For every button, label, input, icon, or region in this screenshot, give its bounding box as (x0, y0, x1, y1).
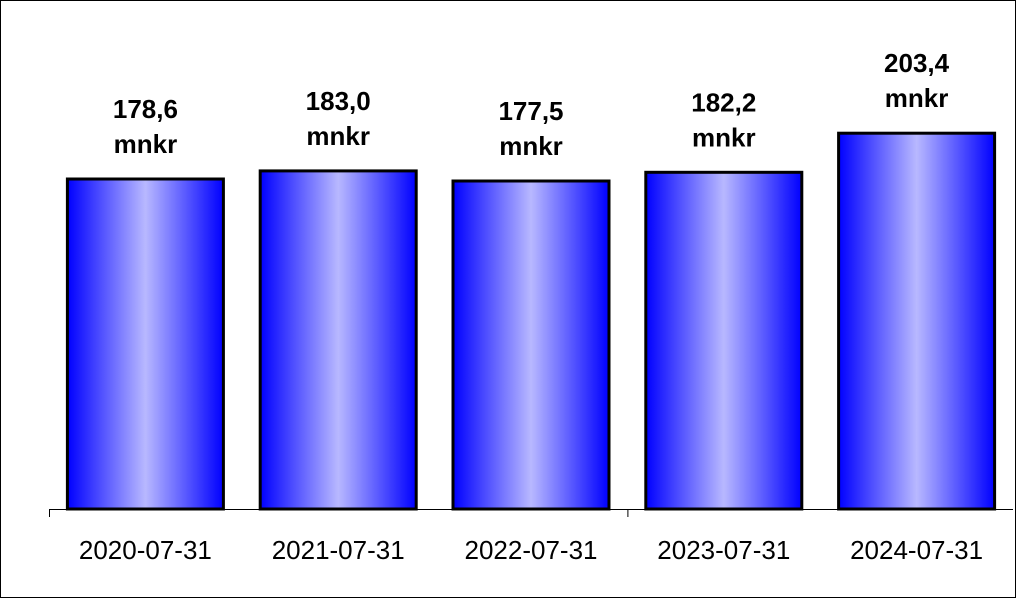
value-label-2021-07-31: 183,0 (306, 86, 371, 116)
unit-label-2023-07-31: mnkr (692, 122, 756, 152)
value-label-2020-07-31: 178,6 (113, 94, 178, 124)
x-tick-label-2022-07-31: 2022-07-31 (465, 535, 598, 565)
bars-group (67, 133, 994, 509)
bar-2021-07-31 (260, 171, 416, 509)
unit-label-2020-07-31: mnkr (114, 129, 178, 159)
bar-2022-07-31 (453, 181, 609, 509)
unit-label-2022-07-31: mnkr (499, 131, 563, 161)
value-label-2022-07-31: 177,5 (498, 96, 563, 126)
value-label-2023-07-31: 182,2 (691, 87, 756, 117)
value-labels-group: 178,6 mnkr 183,0 mnkr 177,5 mnkr 182,2 mnkr 203,… (113, 48, 950, 161)
bar-2020-07-31 (67, 179, 223, 509)
unit-label-2024-07-31: mnkr (885, 83, 949, 113)
x-tick-label-2020-07-31: 2020-07-31 (79, 535, 212, 565)
value-label-2024-07-31: 203,4 (884, 48, 950, 78)
unit-label-2021-07-31: mnkr (306, 121, 370, 151)
x-tick-label-2024-07-31: 2024-07-31 (850, 535, 983, 565)
x-tick-label-2023-07-31: 2023-07-31 (657, 535, 790, 565)
x-axis: 2020-07-31 2021-07-31 2022-07-31 2023-07-31… (49, 509, 1013, 565)
bar-2024-07-31 (839, 133, 995, 509)
x-tick-label-2021-07-31: 2021-07-31 (272, 535, 405, 565)
bar-2023-07-31 (646, 172, 802, 509)
